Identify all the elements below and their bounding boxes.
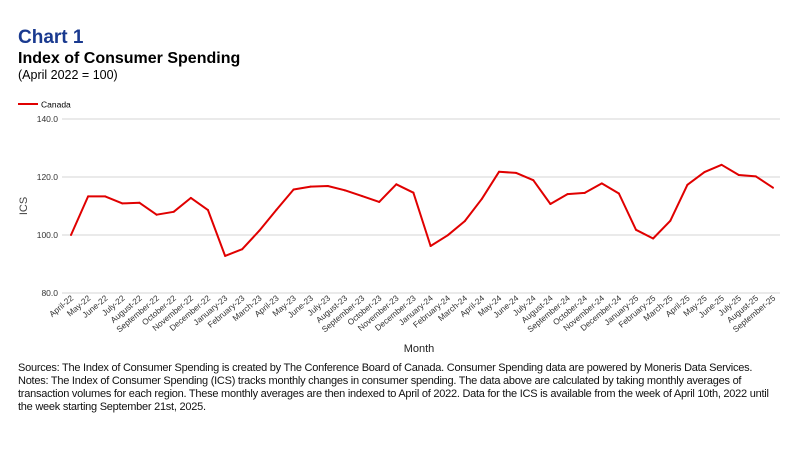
data-point <box>155 213 158 216</box>
data-point <box>600 182 603 185</box>
series-line-canada <box>70 163 774 257</box>
data-point <box>754 175 757 178</box>
data-point <box>480 197 483 200</box>
data-point <box>172 210 175 213</box>
y-tick-label: 140.0 <box>37 114 59 124</box>
data-point <box>292 188 295 191</box>
sources-note: Sources: The Index of Consumer Spending … <box>18 362 753 374</box>
data-point <box>463 220 466 223</box>
y-axis-title: ICS <box>18 197 30 215</box>
notes-line: the week starting September 21st, 2025. <box>18 401 206 413</box>
data-point <box>617 192 620 195</box>
data-point <box>652 237 655 240</box>
data-point <box>361 195 364 198</box>
data-point <box>583 191 586 194</box>
data-point <box>566 193 569 196</box>
chart-number: Chart 1 <box>18 27 84 48</box>
x-axis-title: Month <box>404 343 435 355</box>
y-tick-label: 120.0 <box>37 172 59 182</box>
data-point <box>412 191 415 194</box>
y-tick-label: 80.0 <box>41 288 58 298</box>
y-tick-label: 100.0 <box>37 230 59 240</box>
data-point <box>258 229 261 232</box>
data-point <box>224 254 227 257</box>
chart-subtitle: (April 2022 = 100) <box>18 68 118 82</box>
data-point <box>70 234 72 236</box>
data-point <box>189 196 192 199</box>
legend: Canada <box>18 100 71 110</box>
data-point <box>309 185 312 188</box>
data-point <box>703 171 706 174</box>
legend-label-canada: Canada <box>41 100 71 110</box>
data-point <box>395 183 398 186</box>
data-point <box>446 234 449 237</box>
data-point <box>138 201 141 204</box>
data-point <box>326 184 329 187</box>
data-point <box>720 163 723 166</box>
chart-title: Index of Consumer Spending <box>18 50 241 67</box>
data-point <box>549 202 552 205</box>
data-point <box>515 171 518 174</box>
data-point <box>669 219 672 222</box>
data-point <box>378 200 381 203</box>
data-point <box>275 208 278 211</box>
data-point <box>121 202 124 205</box>
data-point <box>737 173 740 176</box>
data-point <box>343 189 346 192</box>
data-point <box>104 195 107 198</box>
data-point <box>532 179 535 182</box>
data-point <box>87 195 90 198</box>
footnotes: Sources: The Index of Consumer Spending … <box>18 362 769 414</box>
data-point <box>241 248 244 251</box>
data-point <box>498 170 501 173</box>
data-point <box>635 228 638 231</box>
data-point <box>772 186 774 189</box>
notes-line: transaction volumes for each region. The… <box>18 388 769 400</box>
data-point <box>206 209 209 212</box>
data-point <box>429 245 432 248</box>
data-point <box>686 183 689 186</box>
notes-line: Notes: The Index of Consumer Spending (I… <box>18 375 742 387</box>
